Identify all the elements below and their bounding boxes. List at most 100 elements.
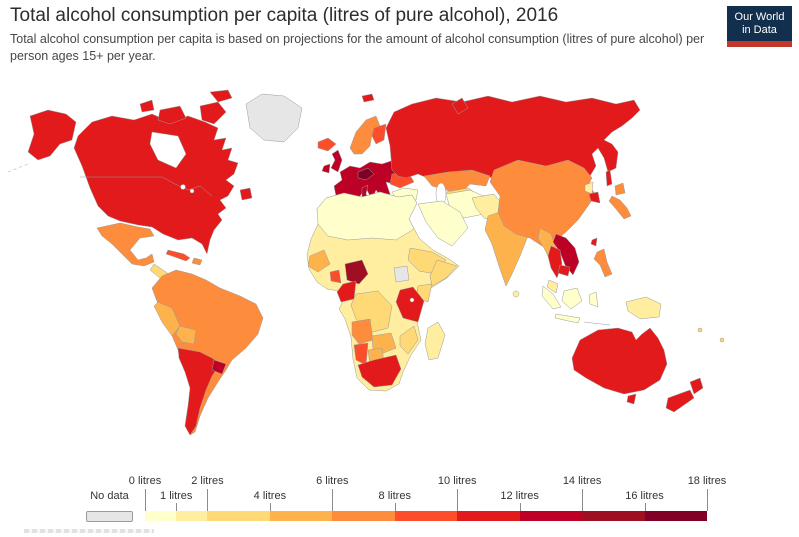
region-mexico[interactable] [96,222,155,267]
region-china-mongolia[interactable] [489,159,597,247]
legend-tick-line-4 [269,503,271,511]
region-aleutians [7,163,29,173]
region-iceland[interactable] [317,137,337,152]
region-newfoundland[interactable] [239,187,253,201]
region-ghana[interactable] [329,269,342,284]
region-greenland[interactable] [245,93,303,143]
legend-tick-line-1 [176,503,178,511]
region-novaya-zemlya[interactable] [451,97,469,115]
legend-tick-line-2 [207,489,209,511]
legend-tick-line-14 [582,489,584,511]
region-sakhalin[interactable] [605,169,613,187]
region-sri-lanka[interactable] [512,290,520,298]
region-laos-vietnam[interactable] [552,233,580,276]
region-alaska[interactable] [27,109,77,161]
region-peru[interactable] [153,301,181,337]
lake-victoria [409,297,415,303]
legend-no-data-label: No data [90,490,129,502]
region-south-america[interactable] [151,269,264,436]
region-taiwan[interactable] [590,237,598,247]
legend-bin-10-12[interactable] [457,511,520,521]
legend-bin-1-2[interactable] [176,511,208,521]
legend-bin-4-6[interactable] [269,511,333,521]
legend-no-data-swatch[interactable] [86,511,133,522]
region-indonesia-java[interactable] [554,313,581,324]
legend-bin-0-1[interactable] [145,511,177,521]
legend-tick-line-0 [145,489,146,511]
region-canada-us-mainland[interactable] [73,113,239,255]
region-arctic-island-baffin[interactable] [199,101,227,125]
region-uganda-tanzania[interactable] [395,286,425,323]
lake-hudson-bay [149,131,187,169]
region-indonesia-sulawesi[interactable] [588,291,599,308]
legend-tick-label-4: 4 litres [253,490,287,502]
legend-bin-14-16[interactable] [582,511,645,521]
legend-tick-label-0: 0 litres [128,475,162,487]
legend-bin-12-14[interactable] [519,511,583,521]
region-united-kingdom[interactable] [330,149,343,173]
region-hispaniola[interactable] [191,257,203,266]
legend-bin-2-4[interactable] [207,511,270,521]
region-ireland[interactable] [321,163,331,174]
legend-tick-label-1: 1 litres [160,490,193,502]
region-cambodia[interactable] [557,264,571,277]
region-czechia-austria[interactable] [357,167,375,181]
region-indonesia-sumatra[interactable] [541,285,562,310]
legend-bin-8-10[interactable] [394,511,458,521]
region-australia[interactable] [571,327,668,395]
legend-tick-label-8: 8 litres [378,490,411,502]
region-angola[interactable] [351,318,374,345]
legend-tick-line-6 [332,489,334,511]
lake-great-lakes-1 [180,184,186,190]
region-north-africa-sahara[interactable] [316,191,418,241]
owid-logo-line2: in Data [742,24,777,36]
region-japan-hokkaido[interactable] [614,182,626,196]
region-new-zealand-south[interactable] [665,389,695,413]
region-philippines[interactable] [593,248,613,278]
region-malaysia[interactable] [546,279,559,294]
legend-tick-label-18: 18 litres [687,475,727,487]
region-tasmania[interactable] [626,393,637,405]
legend-tick-line-18 [706,489,708,511]
region-bolivia[interactable] [175,325,197,345]
legend-tick-label-10: 10 litres [437,475,477,487]
legend-bin-16-18[interactable] [644,511,707,521]
legend-tick-line-16 [644,503,646,511]
region-nigeria[interactable] [344,259,369,285]
legend-tick-line-10 [457,489,459,511]
legend-bin-6-8[interactable] [332,511,395,521]
region-arabian-peninsula[interactable] [417,200,469,247]
region-south-africa[interactable] [357,354,402,388]
region-svalbard[interactable] [361,93,375,103]
region-arctic-island-banks[interactable] [139,99,155,113]
region-arctic-island-victoria[interactable] [157,105,187,125]
world-map [0,88,799,462]
region-pacific-island-2[interactable] [719,337,725,343]
region-papua-new-guinea[interactable] [625,296,662,320]
legend-tick-label-14: 14 litres [562,475,602,487]
region-finland[interactable] [371,123,387,145]
region-mozambique[interactable] [399,325,419,355]
region-south-korea[interactable] [588,191,601,204]
owid-logo[interactable]: Our World in Data [727,6,792,47]
region-madagascar[interactable] [424,321,446,361]
region-indonesia-borneo[interactable] [561,287,583,310]
legend-tick-label-2: 2 litres [191,475,224,487]
region-cuba[interactable] [165,249,191,262]
region-west-africa-guinea[interactable] [307,249,331,273]
legend-tick-label-12: 12 litres [500,490,539,502]
legend-tick-line-8 [394,503,396,511]
region-new-zealand-north[interactable] [689,377,704,395]
region-pacific-island-1[interactable] [697,327,703,333]
region-cameroon-gabon[interactable] [336,280,357,303]
region-somalia[interactable] [429,259,458,287]
legend-tick-label-16: 16 litres [625,490,664,502]
lake-great-lakes-2 [189,188,195,194]
region-uruguay[interactable] [211,359,227,375]
owid-logo-line1: Our World [734,11,785,23]
region-arctic-island-ellesmere[interactable] [209,89,233,103]
region-south-sudan[interactable] [393,265,410,283]
owid-logo-stripe [727,41,792,47]
region-japan-main[interactable] [608,195,632,220]
page-subtitle: Total alcohol consumption per capita is … [10,32,705,63]
